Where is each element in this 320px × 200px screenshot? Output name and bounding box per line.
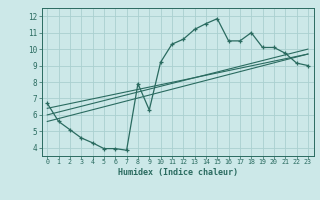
X-axis label: Humidex (Indice chaleur): Humidex (Indice chaleur) <box>118 168 237 177</box>
